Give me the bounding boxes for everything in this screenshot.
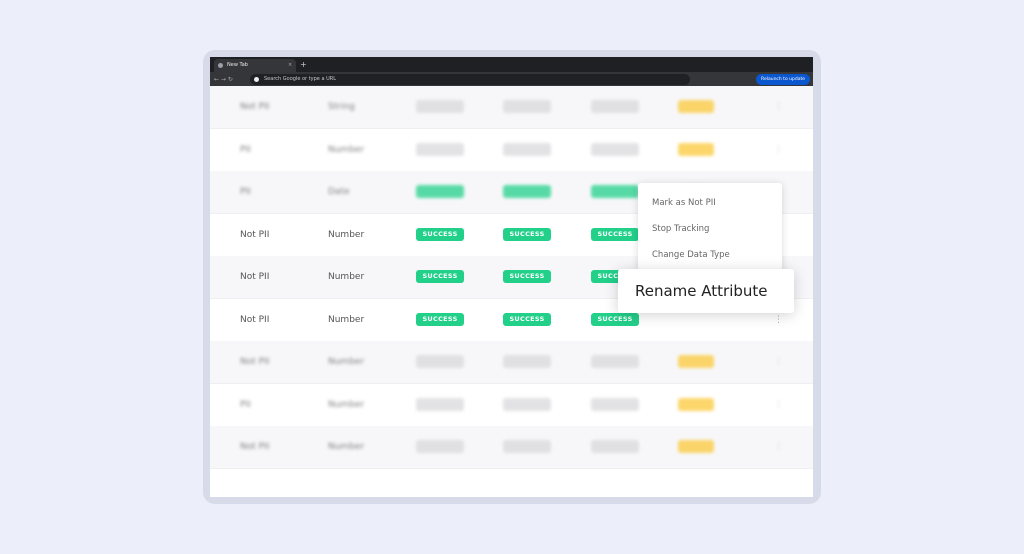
status-pill: SUCCESS [416, 270, 464, 283]
row-menu-icon[interactable]: ⋮ [774, 314, 783, 325]
status-pill [503, 440, 551, 453]
data-type: Date [328, 187, 350, 197]
table-row: Not PII Number ⋮ [210, 341, 813, 384]
data-type: String [328, 102, 355, 112]
pii-status: Not PII [240, 102, 270, 112]
google-icon [254, 77, 259, 82]
row-menu-icon[interactable]: ⋮ [774, 442, 783, 452]
menu-item[interactable]: Change Data Type [652, 250, 730, 260]
status-pill: SUCCESS [591, 312, 639, 326]
status-pill [591, 440, 639, 453]
status-pill [416, 185, 464, 198]
data-type: Number [328, 229, 365, 240]
data-type: Number [328, 399, 365, 410]
status-pill: SUCCESS [416, 227, 464, 241]
status-pill [416, 355, 464, 368]
menu-item[interactable]: Mark as Not PII [652, 198, 716, 208]
pii-status: Not PII [240, 442, 270, 452]
status-pill [678, 100, 714, 113]
tab-bar: New Tab × + [210, 57, 813, 72]
status-pill [678, 440, 714, 453]
data-type: Number [328, 144, 365, 155]
status-pill [678, 142, 714, 156]
toolbar: ← → ↻ Search Google or type a URL Relaun… [210, 72, 813, 87]
row-menu-icon[interactable]: ⋮ [774, 102, 783, 112]
table-row: Not PII Number ⋮ [210, 426, 813, 469]
status-pill [678, 355, 714, 368]
address-placeholder: Search Google or type a URL [264, 76, 337, 82]
table-row: PII Number ⋮ [210, 128, 813, 172]
row-content: Not PII Number ⋮ [210, 426, 813, 468]
status-pill [503, 142, 551, 156]
nav-buttons[interactable]: ← → ↻ [214, 76, 233, 83]
data-type: Number [328, 442, 365, 452]
row-content: Not PII String ⋮ [210, 86, 813, 128]
tab-close[interactable]: × [288, 62, 293, 68]
status-pill [416, 440, 464, 453]
pii-status: PII [240, 399, 251, 410]
pii-status: Not PII [240, 314, 270, 325]
table-row: Not PII String ⋮ [210, 86, 813, 129]
tab[interactable]: New Tab × [214, 59, 296, 72]
pii-status: Not PII [240, 229, 270, 240]
update-button[interactable]: Relaunch to update [756, 74, 810, 85]
row-menu-icon[interactable]: ⋮ [774, 399, 783, 410]
pii-status: Not PII [240, 272, 270, 282]
status-pill: SUCCESS [591, 227, 639, 241]
address-bar[interactable]: Search Google or type a URL [250, 74, 690, 85]
rename-attribute[interactable]: Rename Attribute [618, 269, 794, 313]
status-pill: SUCCESS [416, 312, 464, 326]
row-menu-icon[interactable]: ⋮ [774, 144, 783, 155]
context-menu: Mark as Not PII Stop Tracking Change Data … [638, 183, 782, 275]
data-type: Number [328, 314, 365, 325]
row-content: PII Number ⋮ [210, 384, 813, 426]
menu-item[interactable]: Stop Tracking [652, 224, 710, 234]
status-pill [591, 397, 639, 411]
status-pill: SUCCESS [503, 227, 551, 241]
status-pill: SUCCESS [503, 270, 551, 283]
status-pill [503, 355, 551, 368]
row-content: Not PII Number SUCCESS SUCCESS SUCCESS ⋮ [210, 299, 813, 341]
tab-title: New Tab [227, 62, 248, 68]
row-content: Not PII Number ⋮ [210, 341, 813, 383]
status-pill [503, 185, 551, 198]
status-pill: SUCCESS [503, 312, 551, 326]
tab-icon [218, 63, 223, 68]
status-pill [591, 100, 639, 113]
table-row: PII Number ⋮ [210, 383, 813, 427]
new-tab[interactable]: + [300, 60, 307, 69]
pii-status: PII [240, 144, 251, 155]
browser-window: New Tab × + ← → ↻ Search Google or type … [210, 57, 813, 497]
status-pill [591, 185, 639, 198]
status-pill [503, 100, 551, 113]
status-pill [416, 397, 464, 411]
row-content: PII Number ⋮ [210, 129, 813, 171]
status-pill [416, 100, 464, 113]
status-pill [503, 397, 551, 411]
data-type: Number [328, 357, 365, 367]
status-pill [678, 397, 714, 411]
pii-status: PII [240, 187, 251, 197]
row-menu-icon[interactable]: ⋮ [774, 357, 783, 367]
data-type: Number [328, 272, 365, 282]
status-pill [416, 142, 464, 156]
pii-status: Not PII [240, 357, 270, 367]
status-pill [591, 355, 639, 368]
status-pill [591, 142, 639, 156]
